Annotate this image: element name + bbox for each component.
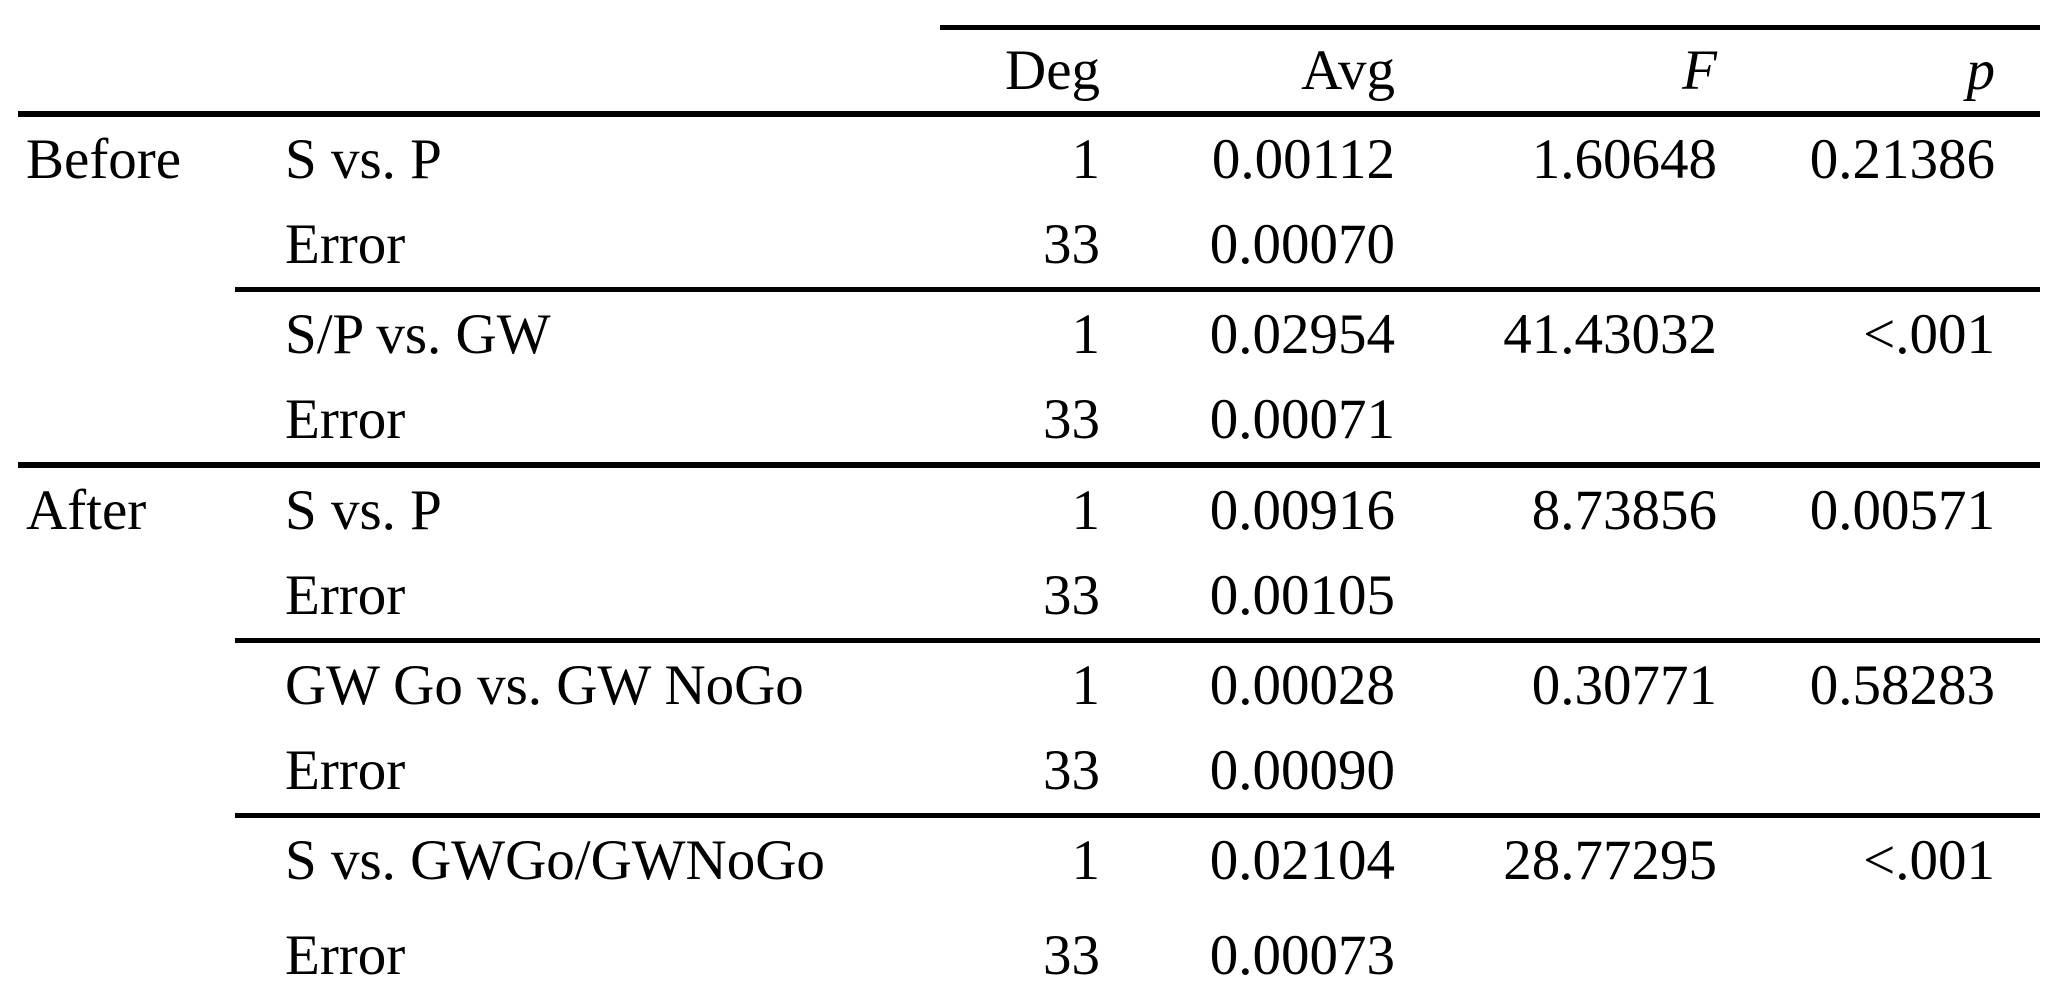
col-header-avg: Avg xyxy=(1100,25,1395,114)
f-value xyxy=(1395,903,1717,988)
p-value xyxy=(1717,202,2040,290)
table-row: S/P vs. GW 1 0.02954 41.43032 <.001 xyxy=(18,287,2040,378)
avg-value: 0.00073 xyxy=(1100,903,1395,988)
f-value: 41.43032 xyxy=(1395,287,1717,377)
contrast-label: S/P vs. GW xyxy=(235,287,940,377)
group-label xyxy=(18,202,235,290)
table-row: After S vs. P 1 0.00916 8.73856 0.00571 xyxy=(18,462,2040,553)
group-label xyxy=(18,377,235,465)
group-label xyxy=(18,903,235,988)
contrast-label: Error xyxy=(285,213,406,276)
col-header-p: p xyxy=(1717,25,2040,114)
avg-value: 0.00916 xyxy=(1100,462,1395,553)
f-value xyxy=(1395,728,1717,816)
avg-value: 0.00090 xyxy=(1209,739,1395,802)
p-value xyxy=(1717,377,2040,465)
table-row: S vs. GWGo/GWNoGo 1 0.02104 28.77295 <.0… xyxy=(18,813,2040,904)
table-row: Error 33 0.00070 xyxy=(18,202,2040,290)
table-row: Error 33 0.00071 xyxy=(18,377,2040,465)
table-row: Error 33 0.00073 xyxy=(18,903,2040,988)
col-header-f: F xyxy=(1395,25,1717,114)
deg-value: 1 xyxy=(940,638,1100,728)
deg-value: 33 xyxy=(1043,739,1100,802)
group-label xyxy=(18,290,235,378)
avg-value: 0.00105 xyxy=(1209,564,1395,627)
deg-value: 33 xyxy=(1043,388,1100,451)
group-label xyxy=(18,641,235,729)
deg-value: 1 xyxy=(940,287,1100,377)
f-value: 0.30771 xyxy=(1395,638,1717,728)
table-row: Error 33 0.00105 xyxy=(18,553,2040,641)
f-value: 28.77295 xyxy=(1395,813,1717,903)
contrast-label: S vs. P xyxy=(235,111,940,202)
f-value xyxy=(1395,553,1717,641)
deg-value: 33 xyxy=(1043,564,1100,627)
group-label xyxy=(18,728,235,816)
contrast-label: Error xyxy=(285,564,406,627)
anova-contrast-table: Deg Avg F p Before S vs. P 1 0.00112 1.6… xyxy=(18,25,2040,988)
contrast-label: GW Go vs. GW NoGo xyxy=(235,638,940,728)
contrast-label: Error xyxy=(285,388,406,451)
avg-value: 0.00028 xyxy=(1100,638,1395,728)
group-label: Before xyxy=(18,111,235,202)
table-row: Error 33 0.00090 xyxy=(18,728,2040,816)
deg-value: 33 xyxy=(940,903,1100,988)
deg-value: 33 xyxy=(1043,213,1100,276)
avg-value: 0.00112 xyxy=(1100,111,1395,202)
deg-value: 1 xyxy=(940,111,1100,202)
group-label: After xyxy=(18,462,235,553)
p-value xyxy=(1717,903,2040,988)
header-row: Deg Avg F p xyxy=(18,25,2040,115)
group-label xyxy=(18,816,235,904)
avg-value: 0.02104 xyxy=(1100,813,1395,903)
deg-value: 1 xyxy=(940,462,1100,553)
p-value: <.001 xyxy=(1717,287,2040,377)
p-value: <.001 xyxy=(1717,813,2040,903)
table-row: Before S vs. P 1 0.00112 1.60648 0.21386 xyxy=(18,111,2040,202)
f-value xyxy=(1395,377,1717,465)
f-value xyxy=(1395,202,1717,290)
p-value: 0.21386 xyxy=(1717,111,2040,202)
header-spacer xyxy=(18,28,235,115)
contrast-label: Error xyxy=(285,739,406,802)
contrast-label: S vs. P xyxy=(235,462,940,553)
p-value xyxy=(1717,553,2040,641)
p-value: 0.58283 xyxy=(1717,638,2040,728)
p-value xyxy=(1717,728,2040,816)
avg-value: 0.02954 xyxy=(1100,287,1395,377)
group-label xyxy=(18,553,235,641)
f-value: 8.73856 xyxy=(1395,462,1717,553)
table-row: GW Go vs. GW NoGo 1 0.00028 0.30771 0.58… xyxy=(18,638,2040,729)
contrast-label: Error xyxy=(235,903,940,988)
contrast-label: S vs. GWGo/GWNoGo xyxy=(235,813,940,903)
col-header-deg: Deg xyxy=(940,25,1100,114)
p-value: 0.00571 xyxy=(1717,462,2040,553)
avg-value: 0.00070 xyxy=(1209,213,1395,276)
avg-value: 0.00071 xyxy=(1209,388,1395,451)
header-spacer xyxy=(235,28,940,115)
f-value: 1.60648 xyxy=(1395,111,1717,202)
deg-value: 1 xyxy=(940,813,1100,903)
